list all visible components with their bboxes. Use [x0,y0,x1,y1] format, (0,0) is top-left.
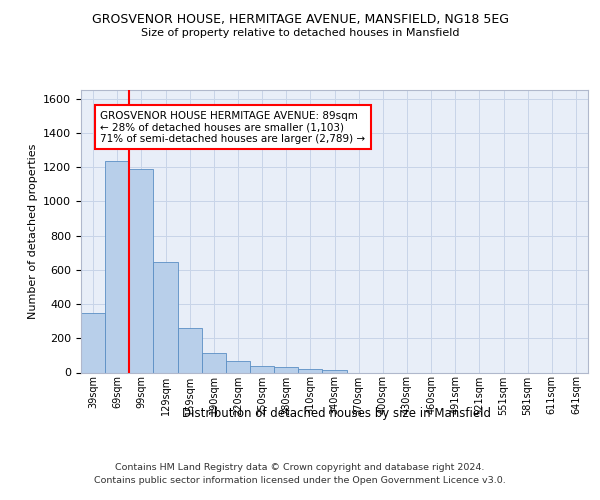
Bar [298,369,322,372]
Bar [154,262,178,372]
Bar [250,366,274,372]
Text: Size of property relative to detached houses in Mansfield: Size of property relative to detached ho… [141,28,459,38]
Bar [322,370,347,372]
Bar [178,328,202,372]
Bar [129,169,154,372]
Bar [274,368,298,372]
Bar [105,161,129,372]
Text: GROSVENOR HOUSE, HERMITAGE AVENUE, MANSFIELD, NG18 5EG: GROSVENOR HOUSE, HERMITAGE AVENUE, MANSF… [91,12,509,26]
Text: GROSVENOR HOUSE HERMITAGE AVENUE: 89sqm
← 28% of detached houses are smaller (1,: GROSVENOR HOUSE HERMITAGE AVENUE: 89sqm … [100,110,365,144]
Bar [202,353,226,372]
Y-axis label: Number of detached properties: Number of detached properties [28,144,38,319]
Text: Contains HM Land Registry data © Crown copyright and database right 2024.: Contains HM Land Registry data © Crown c… [115,462,485,471]
Bar [226,362,250,372]
Bar [81,312,105,372]
Text: Distribution of detached houses by size in Mansfield: Distribution of detached houses by size … [182,408,491,420]
Text: Contains public sector information licensed under the Open Government Licence v3: Contains public sector information licen… [94,476,506,485]
